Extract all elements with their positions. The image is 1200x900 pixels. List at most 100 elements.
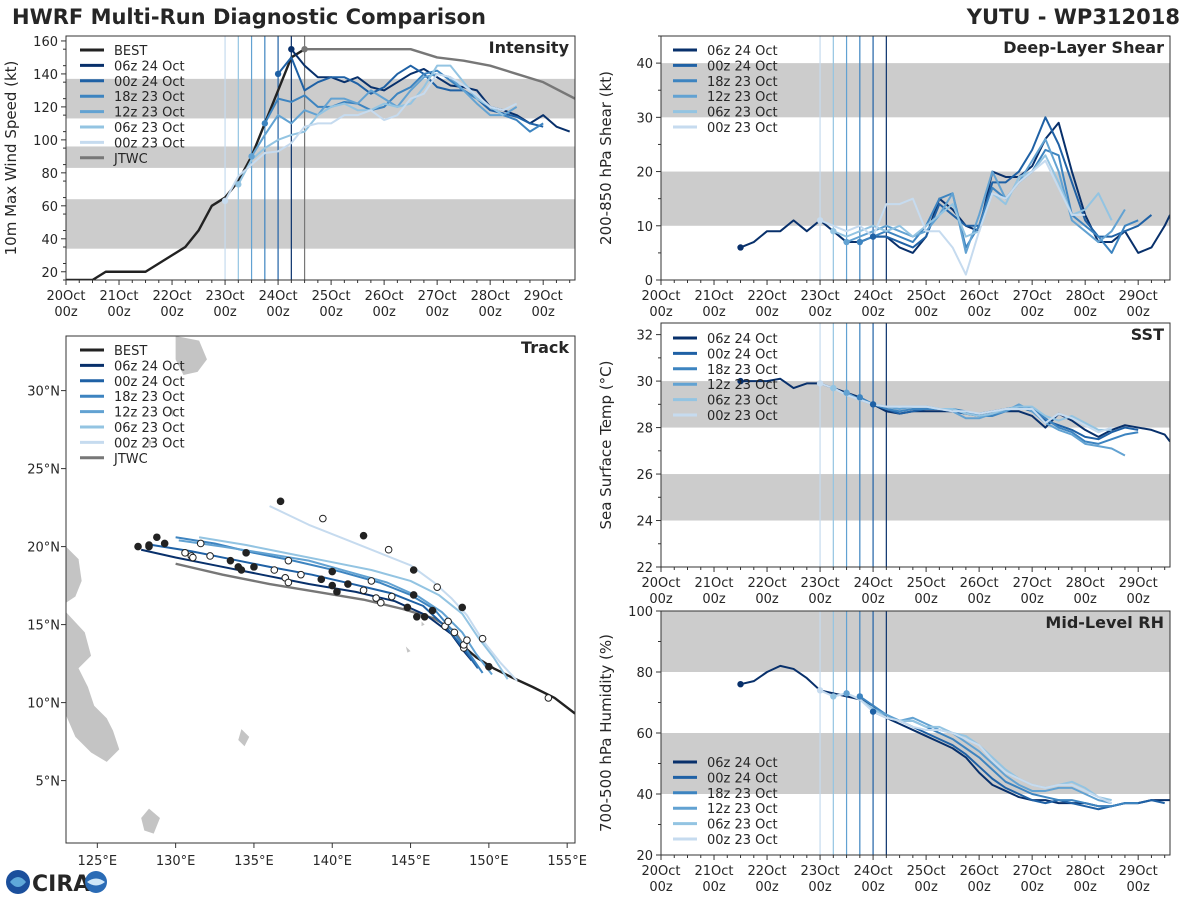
rh-legend-label-06z-24-oct: 06z 24 Oct	[707, 756, 778, 771]
intensity-frame	[65, 35, 576, 281]
intensity-legend-label-06z-23-oct: 06z 23 Oct	[114, 121, 185, 136]
sst-init-marker-00z-23-oct	[816, 380, 824, 387]
sst-ylabel: Sea Surface Temp (°C)	[597, 360, 615, 529]
track-marker-18z-23-oct-2	[376, 598, 385, 607]
track-land-8	[421, 621, 425, 627]
track-marker-18z-23-oct-3	[333, 588, 341, 596]
shear-xtick-sublabel-8: 00z	[1073, 305, 1097, 320]
rh-band-0	[661, 733, 1170, 794]
intensity-xtick-sublabel-3: 00z	[213, 305, 237, 320]
rh-line-00z-23-oct	[819, 689, 1113, 805]
rh-plot-area	[661, 611, 1170, 855]
intensity-legend-label-jtwc: JTWC	[113, 152, 148, 167]
rh-xtick-sublabel-2: 00z	[755, 880, 779, 895]
rh-ytick-label-80: 80	[636, 666, 653, 681]
track-marker-12z-23-oct-4	[297, 570, 305, 579]
sst-legend-label-00z-24-oct: 00z 24 Oct	[707, 347, 778, 362]
track-marker-12z-23-oct-3	[344, 580, 352, 588]
shear-legend-label-18z-23-oct: 18z 23 Oct	[707, 75, 778, 90]
shear-ytick-label-20: 20	[636, 166, 653, 181]
shear-xtick-label-8: 28Oct	[1066, 289, 1105, 304]
shear-title: Deep-Layer Shear	[1003, 38, 1164, 57]
intensity-xtick-sublabel-1: 00z	[107, 305, 131, 320]
shear-xtick-label-1: 21Oct	[695, 289, 734, 304]
rh-xtick-sublabel-1: 00z	[702, 880, 726, 895]
track-line-best	[464, 647, 575, 715]
track-land-4	[175, 336, 207, 375]
shear-line-06z-23-oct	[832, 154, 1113, 238]
track-ytick-label-25: 25°N	[27, 463, 60, 478]
sst-xtick-label-9: 29Oct	[1119, 576, 1158, 591]
intensity-xtick-label-8: 28Oct	[471, 289, 510, 304]
track-ytick-label-5: 5°N	[36, 775, 61, 790]
rh-title: Mid-Level RH	[1045, 613, 1164, 632]
track-marker-06z-23-oct-3	[328, 567, 337, 576]
sst-frame	[660, 322, 1171, 568]
shear-xtick-label-6: 26Oct	[960, 289, 999, 304]
panel-intensity: 2040608010012014016020Oct00z21Oct00z22Oc…	[2, 35, 576, 320]
sst-ytick-label-30: 30	[636, 375, 653, 390]
intensity-xtick-label-0: 20Oct	[46, 289, 85, 304]
intensity-line-jtwc	[304, 47, 575, 100]
track-frame	[65, 335, 576, 844]
track-marker-06z-23-oct-4	[284, 556, 293, 565]
track-ytick-label-20: 20°N	[27, 541, 60, 556]
intensity-init-marker-18z-23-oct	[261, 120, 269, 127]
shear-frame	[660, 35, 1171, 281]
rh-init-marker-00z-24-oct	[869, 708, 877, 715]
intensity-line-00z-23-oct	[224, 72, 518, 202]
shear-line-18z-23-oct	[859, 148, 1139, 254]
shear-init-marker-18z-23-oct	[856, 238, 864, 246]
rh-init-marker-12z-23-oct	[843, 690, 850, 697]
shear-xtick-sublabel-7: 00z	[1020, 305, 1044, 320]
shear-init-marker-06z-24-oct	[737, 244, 744, 251]
intensity-xtick-label-1: 21Oct	[100, 289, 139, 304]
sst-legend-label-18z-23-oct: 18z 23 Oct	[707, 363, 778, 378]
sst-line-00z-23-oct	[819, 382, 1113, 434]
shear-band-1	[661, 63, 1170, 118]
shear-xtick-sublabel-5: 00z	[914, 305, 938, 320]
rh-ylabel: 700-500 hPa Humidity (%)	[597, 634, 615, 832]
sst-xtick-label-4: 24Oct	[854, 576, 893, 591]
intensity-xtick-sublabel-8: 00z	[478, 305, 502, 320]
intensity-xtick-sublabel-0: 00z	[54, 305, 78, 320]
sst-xtick-sublabel-6: 00z	[967, 592, 991, 607]
track-marker-06z-23-oct-1	[409, 591, 418, 599]
intensity-xtick-label-7: 27Oct	[418, 289, 457, 304]
track-ytick-label-30: 30°N	[27, 385, 60, 400]
shear-xtick-label-4: 24Oct	[854, 289, 893, 304]
track-line-06z-23-oct	[198, 536, 509, 680]
sst-band-0	[661, 474, 1170, 521]
track-land-5	[169, 406, 175, 418]
rh-xtick-label-1: 21Oct	[695, 864, 734, 879]
track-marker-00z-23-oct-6	[319, 514, 327, 523]
intensity-xtick-sublabel-7: 00z	[425, 305, 449, 320]
panel-sst: 22242628303220Oct00z21Oct00z22Oct00z23Oc…	[597, 322, 1171, 607]
track-marker-00z-24-oct-3	[317, 575, 326, 584]
rh-ytick-label-20: 20	[636, 849, 653, 864]
track-marker-18z-23-oct-1	[420, 613, 429, 621]
sst-ytick-label-32: 32	[636, 329, 653, 344]
sst-init-marker-18z-23-oct	[856, 394, 864, 401]
track-xtick-label-125: 125°E	[78, 854, 118, 869]
cira-logo-text: CIRA	[32, 872, 90, 897]
track-line-00z-23-oct	[269, 505, 518, 682]
intensity-xtick-sublabel-6: 00z	[372, 305, 396, 320]
sst-xtick-label-6: 26Oct	[960, 576, 999, 591]
page-title: HWRF Multi-Run Diagnostic Comparison	[12, 5, 487, 29]
sst-xtick-sublabel-2: 00z	[755, 592, 779, 607]
rh-xtick-sublabel-4: 00z	[861, 880, 885, 895]
track-marker-06z-24-oct-0	[450, 628, 459, 637]
intensity-ytick-label-60: 60	[41, 200, 58, 215]
sst-line-12z-23-oct	[846, 391, 1126, 457]
intensity-ytick-label-80: 80	[41, 167, 58, 182]
sst-band-1	[661, 381, 1170, 428]
track-marker-06z-24-oct-3	[328, 581, 337, 590]
shear-xtick-label-3: 23Oct	[801, 289, 840, 304]
shear-init-marker-06z-23-oct	[830, 228, 837, 235]
track-marker-best-0	[544, 694, 553, 702]
cira-logo-eye-swirl-icon	[87, 878, 105, 886]
shear-legend-label-12z-23-oct: 12z 23 Oct	[707, 90, 778, 105]
track-legend-label-00z-24-oct: 00z 24 Oct	[114, 375, 185, 390]
rh-ytick-label-100: 100	[628, 605, 653, 620]
